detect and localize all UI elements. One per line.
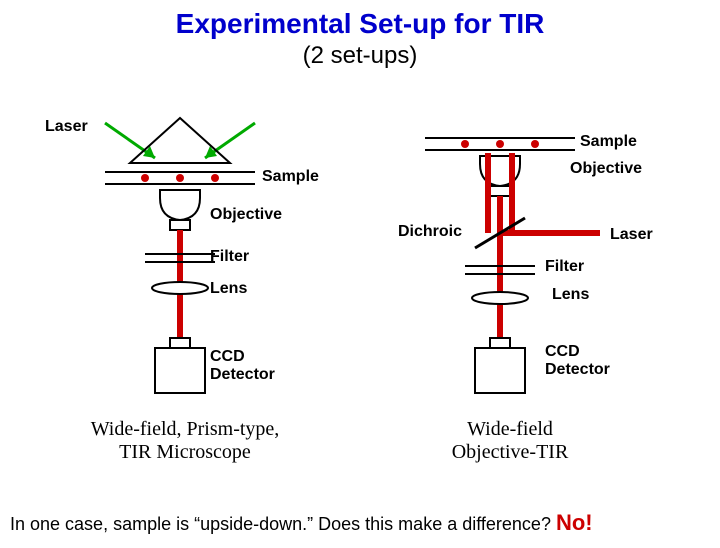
- bottom-answer: No!: [556, 510, 593, 535]
- right-dichroic-label: Dichroic: [398, 223, 462, 241]
- right-objective-label: Objective: [570, 160, 642, 178]
- lens: [472, 292, 528, 304]
- page-title: Experimental Set-up for TIR: [0, 8, 720, 40]
- bottom-line: In one case, sample is “upside-down.” Do…: [10, 510, 710, 536]
- bottom-question: In one case, sample is “upside-down.” Do…: [10, 514, 551, 534]
- right-lens-label: Lens: [552, 286, 589, 304]
- incoming-laser-arrow: [105, 123, 155, 158]
- right-ccd-label: CCD Detector: [545, 343, 610, 379]
- left-filter-label: Filter: [210, 248, 249, 266]
- outgoing-beam-arrow: [205, 123, 255, 158]
- right-laser-label: Laser: [610, 226, 653, 244]
- left-laser-label: Laser: [45, 118, 88, 136]
- page-subtitle: (2 set-ups): [0, 42, 720, 70]
- left-caption: Wide-field, Prism-type, TIR Microscope: [55, 418, 315, 464]
- lens: [152, 282, 208, 294]
- ccd-detector: [155, 338, 205, 393]
- objective: [160, 190, 200, 230]
- sample-slide: [425, 138, 575, 150]
- right-caption: Wide-field Objective-TIR: [410, 418, 610, 464]
- left-objective-label: Objective: [210, 206, 282, 224]
- ccd-detector: [475, 338, 525, 393]
- sample-slide: [105, 172, 255, 184]
- right-sample-label: Sample: [580, 133, 637, 151]
- left-lens-label: Lens: [210, 280, 247, 298]
- left-ccd-label: CCD Detector: [210, 348, 275, 384]
- right-filter-label: Filter: [545, 258, 584, 276]
- left-sample-label: Sample: [262, 168, 319, 186]
